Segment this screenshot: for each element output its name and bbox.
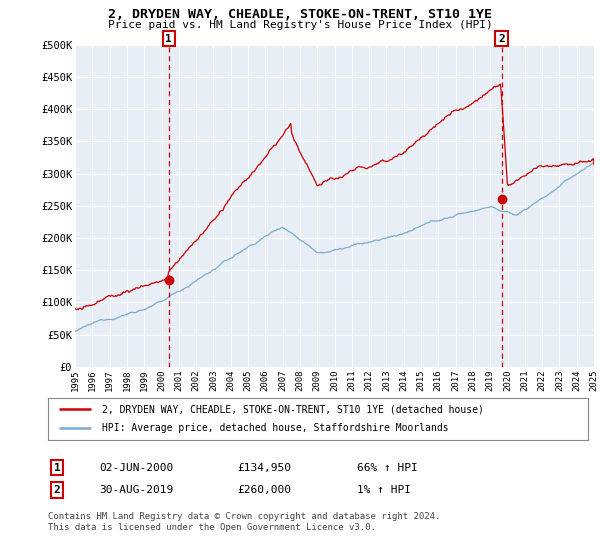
Text: 1: 1 (53, 463, 61, 473)
Text: 02-JUN-2000: 02-JUN-2000 (99, 463, 173, 473)
Text: HPI: Average price, detached house, Staffordshire Moorlands: HPI: Average price, detached house, Staf… (102, 423, 449, 433)
Text: 2, DRYDEN WAY, CHEADLE, STOKE-ON-TRENT, ST10 1YE (detached house): 2, DRYDEN WAY, CHEADLE, STOKE-ON-TRENT, … (102, 404, 484, 414)
Text: 2, DRYDEN WAY, CHEADLE, STOKE-ON-TRENT, ST10 1YE: 2, DRYDEN WAY, CHEADLE, STOKE-ON-TRENT, … (108, 8, 492, 21)
Text: 30-AUG-2019: 30-AUG-2019 (99, 485, 173, 495)
Text: £260,000: £260,000 (237, 485, 291, 495)
Text: 2: 2 (498, 34, 505, 44)
Text: Price paid vs. HM Land Registry's House Price Index (HPI): Price paid vs. HM Land Registry's House … (107, 20, 493, 30)
Text: 66% ↑ HPI: 66% ↑ HPI (357, 463, 418, 473)
Text: 1: 1 (166, 34, 172, 44)
Text: £134,950: £134,950 (237, 463, 291, 473)
Text: 1% ↑ HPI: 1% ↑ HPI (357, 485, 411, 495)
Text: 2: 2 (53, 485, 61, 495)
Text: Contains HM Land Registry data © Crown copyright and database right 2024.
This d: Contains HM Land Registry data © Crown c… (48, 512, 440, 532)
